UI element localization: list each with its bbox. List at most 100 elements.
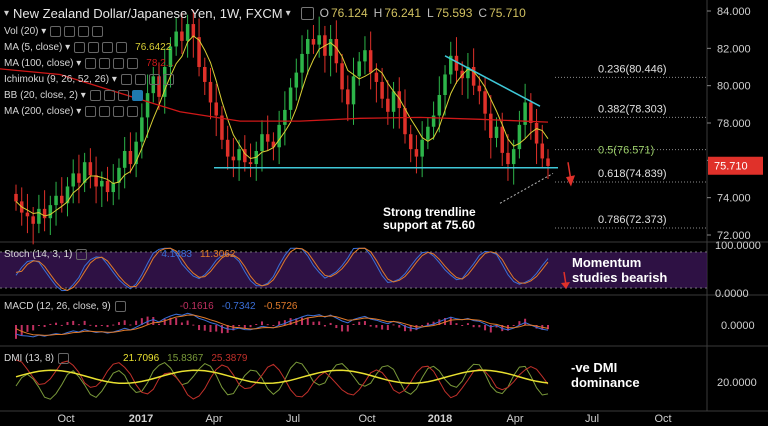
candle	[317, 35, 321, 45]
macd-histogram-bar	[358, 321, 361, 325]
stoch-k-line	[15, 247, 549, 292]
indicator-control-icon[interactable]	[131, 90, 143, 101]
indicator-control-icon[interactable]	[127, 106, 139, 117]
indicator-control-icon[interactable]	[78, 26, 90, 37]
macd-histogram-bar	[369, 325, 372, 327]
menu-caret-icon[interactable]: ▾	[285, 7, 291, 19]
macd-histogram-bar	[83, 320, 86, 325]
stoch-tick-label: 100.0000	[715, 240, 761, 252]
price-tag-label: 75.710	[714, 161, 748, 173]
candle	[391, 91, 396, 112]
candle	[168, 46, 173, 67]
indicator-control-icon[interactable]	[103, 90, 115, 101]
candle	[220, 115, 224, 140]
indicator-control-icon[interactable]	[127, 58, 139, 69]
candle	[14, 193, 18, 202]
macd-histogram-bar	[312, 321, 315, 325]
price-tick-label: 72.000	[717, 230, 751, 242]
indicator-control-icon[interactable]	[89, 90, 101, 101]
price-tick-label: 84.000	[717, 6, 751, 18]
indicator-control-icon[interactable]	[148, 74, 160, 85]
macd-histogram-bar	[249, 325, 252, 328]
candle	[368, 50, 373, 73]
candle	[294, 72, 299, 88]
indicator-control-icon[interactable]	[74, 42, 86, 53]
candle	[437, 95, 442, 116]
time-tick-label: Apr	[506, 413, 523, 425]
indicator-control-icon[interactable]	[99, 106, 111, 117]
macd-hist-value: -0.1616	[179, 301, 214, 312]
macd-histogram-bar	[163, 319, 166, 325]
candle	[380, 81, 384, 99]
indicator-control-icon[interactable]	[85, 58, 97, 69]
indicator-control-icon[interactable]	[99, 58, 111, 69]
macd-histogram-bar	[260, 321, 263, 325]
candle	[506, 152, 510, 165]
candle	[500, 126, 504, 153]
indicator-name[interactable]: BB (20, close, 2) ▾	[4, 90, 86, 101]
candle	[374, 72, 379, 82]
dmi-minus-line	[15, 359, 549, 400]
candle	[311, 39, 316, 45]
candle	[334, 39, 339, 64]
candle	[351, 76, 356, 105]
candle	[483, 91, 487, 114]
indicator-control-icon[interactable]	[117, 90, 129, 101]
indicator-control-icon[interactable]	[162, 74, 174, 85]
indicator-name[interactable]: Vol (20) ▾	[4, 26, 47, 37]
macd-histogram-bar	[535, 325, 538, 329]
macd-histogram-bar	[432, 321, 435, 325]
macd-histogram-bar	[117, 322, 120, 325]
candle	[454, 55, 459, 71]
indicator-control-icon[interactable]	[120, 74, 132, 85]
macd-histogram-bar	[186, 320, 189, 325]
collapse-icon[interactable]: ▾	[4, 7, 10, 19]
macd-histogram-bar	[158, 323, 161, 325]
indicator-control-icon[interactable]	[113, 58, 125, 69]
settings-icon[interactable]	[114, 301, 126, 312]
indicator-name[interactable]: MA (200, close) ▾	[4, 106, 82, 117]
macd-histogram-bar	[547, 325, 549, 330]
visibility-icon[interactable]	[300, 6, 314, 20]
candle	[471, 67, 476, 86]
candle	[443, 74, 447, 95]
indicator-control-icon[interactable]	[50, 26, 62, 37]
candle	[328, 39, 333, 56]
indicator-name[interactable]: MA (100, close) ▾	[4, 58, 82, 69]
macd-histogram-bar	[512, 325, 515, 326]
indicator-control-icon[interactable]	[88, 42, 100, 53]
macd-name: MACD (12, 26, close, 9)	[4, 301, 111, 312]
time-tick-label: Oct	[358, 413, 375, 425]
settings-icon[interactable]	[76, 249, 88, 260]
indicator-control-icon[interactable]	[85, 106, 97, 117]
fib-label: 0.786(72.373)	[598, 214, 667, 226]
macd-legend: MACD (12, 26, close, 9) -0.1616 -0.7342 …	[4, 301, 297, 312]
candle	[300, 53, 304, 73]
macd-histogram-bar	[238, 325, 241, 327]
resistance-trendline	[444, 55, 541, 107]
candle	[237, 149, 241, 161]
macd-histogram-bar	[43, 325, 46, 328]
dmi-minus-value: 25.3879	[211, 353, 248, 364]
candle	[77, 173, 81, 183]
macd-value: -0.7342	[221, 301, 256, 312]
indicator-name[interactable]: MA (5, close) ▾	[4, 42, 71, 53]
indicator-control-icon[interactable]	[92, 26, 104, 37]
dmi-plus-value: 15.8367	[167, 353, 204, 364]
candle	[231, 156, 236, 161]
macd-histogram-bar	[444, 317, 447, 325]
settings-icon[interactable]	[58, 353, 70, 364]
candle	[357, 61, 361, 77]
candle	[529, 102, 533, 123]
indicator-control-icon[interactable]	[64, 26, 76, 37]
indicator-control-icon[interactable]	[134, 74, 146, 85]
indicator-control-icon[interactable]	[113, 106, 125, 117]
stoch-d-value: 11.3062	[199, 249, 236, 260]
macd-histogram-bar	[466, 323, 469, 325]
indicator-name[interactable]: Ichimoku (9, 26, 52, 26) ▾	[4, 74, 117, 85]
candle	[511, 149, 516, 165]
macd-histogram-bar	[140, 318, 143, 325]
candle	[265, 134, 270, 142]
indicator-control-icon[interactable]	[102, 42, 114, 53]
indicator-control-icon[interactable]	[116, 42, 128, 53]
